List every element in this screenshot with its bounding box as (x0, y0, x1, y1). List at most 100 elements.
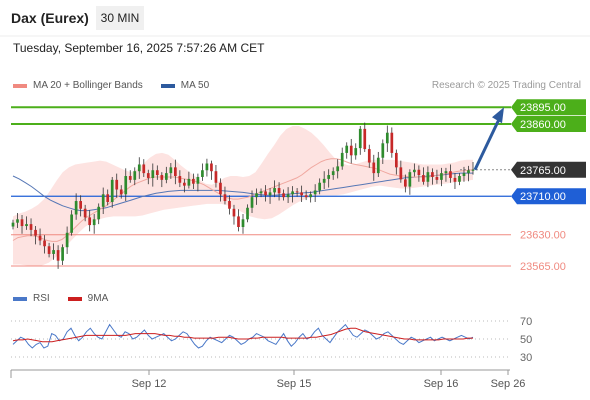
candle-body (128, 176, 132, 180)
candle-body (210, 163, 213, 172)
level-label: 23860.00 (520, 119, 566, 131)
main-legend: MA 20 + Bollinger Bands MA 50 (13, 80, 227, 91)
candle-body (259, 191, 263, 194)
candle-body (431, 172, 434, 177)
candle-body (291, 191, 294, 195)
candle-body (358, 128, 362, 149)
candle-body (38, 235, 42, 241)
legend-9ma: 9MA (67, 293, 109, 304)
projection-arrow-head (492, 107, 504, 124)
candle-body (372, 162, 376, 174)
candle-body (322, 178, 326, 183)
candle-body (133, 171, 137, 180)
candle-body (286, 194, 290, 198)
candle-body (183, 182, 186, 186)
candle-body (336, 166, 340, 172)
candle-body (390, 132, 394, 153)
x-tick-label: Sep 26 (491, 378, 526, 390)
research-credit: Research © 2025 Trading Central (431, 80, 581, 91)
legend-ma20-label: MA 20 + Bollinger Bands (33, 80, 143, 91)
rsi-tick-label: 30 (520, 352, 532, 364)
candle-body (79, 201, 82, 209)
candle-body (318, 182, 322, 191)
rsi-9ma-line (12, 327, 473, 343)
legend-ma50: MA 50 (160, 80, 210, 91)
candle-body (164, 173, 168, 180)
candle-body (115, 179, 119, 190)
candle-body (187, 178, 191, 186)
chart-header: Dax (Eurex) 30 MIN (0, 0, 590, 36)
candle-body (74, 201, 78, 215)
rsi-tick-label: 70 (520, 316, 532, 328)
legend-rsi: RSI (13, 293, 50, 304)
candle-body (440, 173, 443, 180)
legend-ma20-swatch (13, 83, 27, 88)
candle-body (11, 222, 15, 227)
candle-body (449, 171, 452, 178)
candle-body (101, 194, 105, 207)
candle-body (246, 207, 249, 220)
candle-body (119, 189, 123, 195)
candle-body (250, 197, 254, 208)
candle-body (313, 190, 317, 195)
candle-body (137, 164, 141, 172)
candle-body (160, 175, 164, 180)
candle-body (349, 145, 353, 156)
candle-body (88, 217, 92, 226)
candle-body (20, 219, 24, 227)
candle-body (169, 167, 173, 174)
candle-body (124, 176, 128, 195)
candle-body (385, 132, 389, 144)
level-label: 23710.00 (520, 191, 566, 203)
candle-body (304, 195, 308, 198)
candle-body (394, 152, 398, 168)
level-label: 23630.00 (520, 230, 566, 242)
legend-ma20: MA 20 + Bollinger Bands (13, 80, 143, 91)
rsi-tick-label: 50 (520, 334, 532, 346)
candle-body (92, 219, 96, 226)
candle-body (426, 172, 430, 182)
candle-body (56, 250, 60, 261)
candle-body (462, 173, 466, 177)
candle-body (417, 169, 421, 176)
candle-body (354, 148, 358, 156)
level-label-bg (511, 116, 586, 133)
candle-body (174, 167, 177, 177)
candle-body (52, 250, 55, 254)
candle-body (435, 176, 439, 180)
rsi-line (12, 323, 474, 349)
level-label: 23765.00 (520, 165, 566, 177)
candle-body (376, 157, 380, 174)
candle-body (255, 193, 258, 198)
legend-ma50-label: MA 50 (180, 80, 210, 91)
candle-body (422, 175, 425, 182)
candle-body (29, 224, 33, 230)
candle-body (25, 224, 28, 227)
candle-body (295, 191, 299, 193)
x-tick-label: Sep 12 (132, 378, 167, 390)
candle-body (345, 145, 349, 153)
candle-body (219, 182, 222, 195)
candle-body (340, 152, 344, 167)
candle-body (444, 171, 448, 174)
legend-9ma-label: 9MA (87, 293, 109, 304)
legend-rsi-label: RSI (33, 293, 50, 304)
candle-body (467, 170, 470, 174)
candle-body (47, 246, 51, 254)
candle-body (223, 194, 227, 202)
interval-button[interactable]: 30 MIN (96, 6, 144, 30)
candle-body (268, 192, 272, 196)
candle-body (327, 175, 331, 179)
candle-body (178, 176, 182, 183)
candle-body (232, 208, 236, 217)
candle-body (146, 173, 150, 178)
candle-body (309, 194, 312, 198)
candle-body (155, 170, 159, 176)
level-label-bg (511, 99, 586, 116)
candle-body (264, 191, 267, 196)
candle-body (300, 192, 303, 196)
candle-body (381, 143, 385, 158)
legend-9ma-swatch (67, 296, 82, 301)
candle-body (277, 188, 281, 194)
